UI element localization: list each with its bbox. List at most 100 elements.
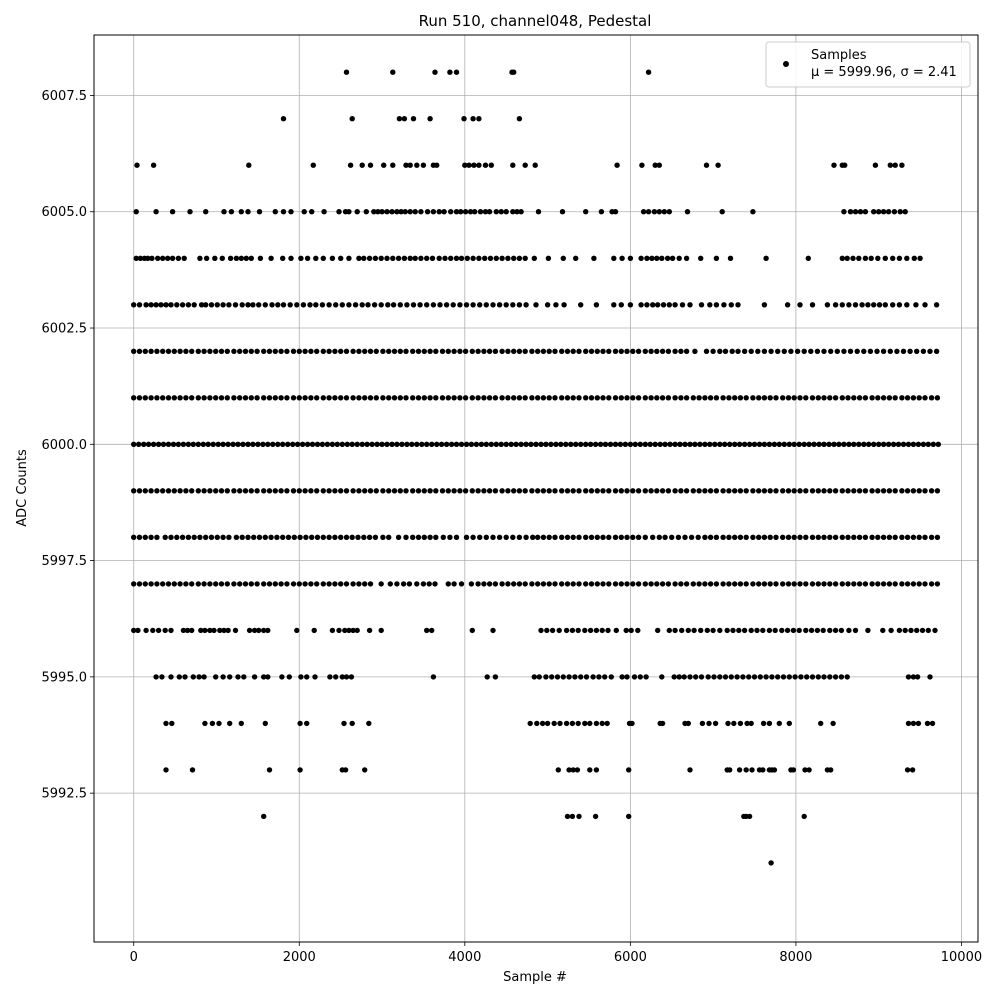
data-point: [177, 488, 183, 494]
data-point: [642, 488, 648, 494]
data-point: [699, 720, 706, 727]
data-point: [356, 488, 362, 494]
legend-marker: [783, 61, 789, 67]
data-point: [268, 255, 274, 261]
data-point: [280, 116, 287, 122]
data-point: [564, 488, 571, 494]
data-point: [910, 534, 917, 540]
data-point: [371, 209, 377, 215]
data-point: [538, 441, 544, 447]
data-point: [220, 674, 226, 680]
data-point: [582, 627, 588, 634]
data-point: [618, 395, 624, 401]
data-point: [546, 581, 552, 587]
data-point: [197, 255, 203, 261]
data-point: [195, 395, 201, 401]
data-point: [516, 302, 523, 308]
data-point: [637, 674, 643, 680]
data-point: [851, 395, 857, 401]
data-point: [448, 209, 454, 215]
data-point: [886, 395, 893, 401]
data-point: [857, 209, 864, 215]
data-point: [476, 116, 482, 122]
data-point: [349, 116, 355, 122]
data-point: [339, 302, 345, 308]
data-point: [619, 674, 625, 680]
data-point: [329, 441, 336, 447]
data-point: [227, 255, 234, 261]
data-point: [490, 627, 496, 634]
data-point: [751, 441, 758, 447]
data-point: [148, 395, 154, 401]
data-point: [482, 255, 488, 261]
data-point: [213, 488, 219, 494]
data-point: [410, 534, 416, 540]
data-point: [726, 395, 732, 401]
data-point: [827, 488, 833, 494]
data-point: [867, 348, 874, 354]
data-point: [469, 348, 475, 354]
data-point: [417, 302, 423, 308]
data-point: [255, 441, 261, 447]
data-point: [265, 627, 271, 634]
data-point: [220, 302, 226, 308]
data-point: [160, 488, 166, 494]
data-point: [546, 534, 552, 540]
data-point: [239, 534, 245, 540]
data-point: [862, 395, 869, 401]
data-point: [875, 534, 881, 540]
data-point: [238, 209, 244, 215]
data-point: [266, 348, 273, 354]
data-point: [218, 488, 225, 494]
data-point: [746, 441, 753, 447]
data-point: [437, 302, 443, 308]
data-point: [743, 395, 749, 401]
data-point: [148, 581, 154, 587]
data-point: [626, 767, 632, 773]
data-point: [170, 441, 177, 447]
data-point: [569, 720, 576, 727]
data-point: [880, 627, 886, 634]
data-point: [304, 255, 311, 261]
data-point: [698, 627, 704, 634]
data-point: [934, 488, 941, 494]
data-point: [876, 441, 882, 447]
data-point: [511, 395, 517, 401]
data-point: [919, 627, 926, 634]
data-point: [741, 441, 748, 447]
data-point: [761, 441, 768, 447]
data-point: [195, 348, 201, 354]
data-point: [910, 674, 917, 680]
data-point: [808, 348, 814, 354]
data-point: [320, 395, 326, 401]
data-point: [332, 534, 338, 540]
data-point: [165, 348, 172, 354]
data-point: [137, 255, 144, 261]
data-point: [475, 348, 481, 354]
data-point: [786, 441, 792, 447]
data-point: [326, 348, 332, 354]
data-point: [492, 348, 499, 354]
data-point: [349, 720, 355, 727]
data-point: [522, 348, 528, 354]
data-point: [361, 255, 367, 261]
data-point: [440, 534, 446, 540]
data-point: [546, 488, 552, 494]
data-point: [189, 581, 195, 587]
data-point: [851, 488, 857, 494]
data-point: [611, 302, 617, 308]
data-point: [811, 441, 817, 447]
data-point: [160, 581, 166, 587]
data-point: [427, 488, 433, 494]
plot-frame: [93, 34, 979, 943]
data-point: [355, 534, 361, 540]
data-point: [458, 441, 465, 447]
data-point: [427, 116, 433, 122]
data-point: [142, 348, 148, 354]
data-point: [553, 302, 559, 308]
data-point: [251, 674, 258, 680]
x-axis-ticks: 0 2000 4000 6000 8000 10000: [130, 942, 982, 965]
data-point: [732, 581, 738, 587]
data-point: [574, 767, 581, 773]
data-point: [415, 488, 422, 494]
